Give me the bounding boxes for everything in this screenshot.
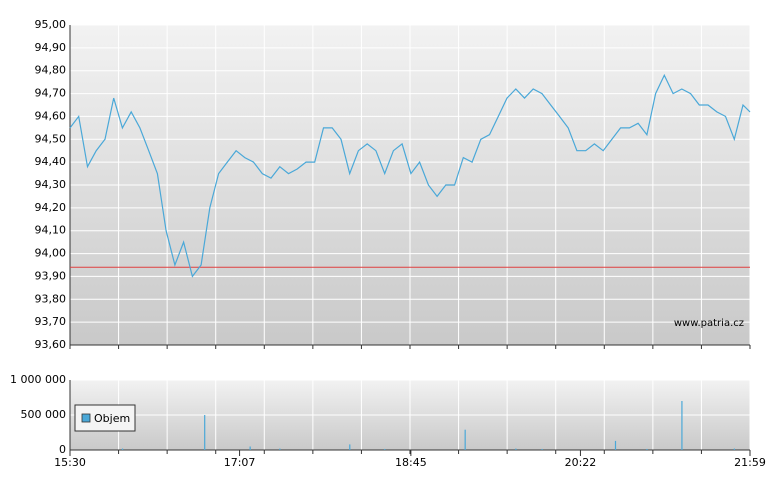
y-tick-label: 94,40 (35, 155, 67, 168)
legend-swatch (81, 413, 91, 423)
x-tick-label: 15:30 (54, 456, 86, 469)
y-tick-label: 93,80 (35, 292, 67, 305)
y-tick-label: 0 (59, 443, 66, 456)
marks: 93,60 93,70 93,80 93,90 94,00 94,10 94,20 94,30… (10, 18, 766, 469)
price-line (69, 73, 751, 278)
y-tick-label: 94,10 (35, 224, 67, 237)
volume-bar (464, 429, 466, 450)
y-tick-label: 94,80 (35, 64, 67, 77)
x-tick-label: 20:22 (565, 456, 597, 469)
volume-bar (646, 448, 648, 450)
y-tick-label: 94,90 (35, 41, 67, 54)
y-tick-label: 94,50 (35, 132, 67, 145)
legend-label: Objem (94, 412, 130, 425)
volume-bar (249, 446, 251, 450)
y-tick-label: 93,70 (35, 315, 67, 328)
volume-bar (733, 448, 735, 450)
y-tick-label: 94,00 (35, 247, 67, 260)
volume-bar (204, 415, 206, 450)
volume-bar (515, 448, 517, 450)
y-tick-label: 500 000 (21, 408, 67, 421)
volume-bar (121, 448, 124, 450)
volume-bar (614, 440, 617, 450)
x-tick-label: 21:59 (734, 456, 766, 469)
x-tick-label: 17:07 (224, 456, 256, 469)
y-tick-label: 1 000 000 (10, 373, 66, 386)
y-tick-label: 94,30 (35, 178, 67, 191)
volume-bar (681, 401, 683, 450)
x-tick-label: 18:45 (395, 456, 427, 469)
volume-bar (384, 448, 386, 450)
volume-bar (349, 444, 351, 450)
y-tick-label: 93,60 (35, 338, 67, 351)
y-tick-label: 94,20 (35, 201, 67, 214)
y-tick-label: 94,70 (35, 87, 67, 100)
y-tick-label: 93,90 (35, 269, 67, 282)
watermark: www.patria.cz (674, 318, 744, 329)
y-tick-label: 94,60 (35, 109, 67, 122)
volume-bar (541, 448, 543, 450)
y-tick-label: 95,00 (35, 18, 67, 31)
volume-bar (279, 448, 281, 450)
